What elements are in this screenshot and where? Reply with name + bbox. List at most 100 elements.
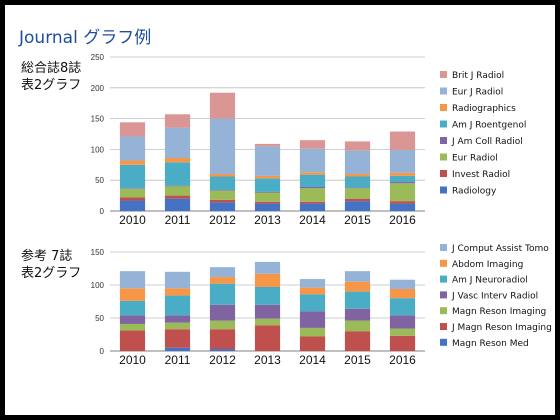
chart1-legend-swatch (440, 170, 447, 177)
chart2-bar-segment (299, 327, 326, 337)
chart2-x-category-label: 2012 (209, 353, 236, 367)
chart2-legend-swatch (440, 244, 447, 251)
chart1-legend-label: Brit J Radiol (452, 71, 504, 81)
chart2-bar-segment (119, 271, 146, 289)
chart1-bar-segment (299, 188, 326, 202)
chart1-bar-segment (344, 176, 371, 188)
chart1-bar-segment (299, 201, 326, 204)
chart1-x-category-label: 2010 (119, 213, 146, 227)
chart1-side-label-line2: 表2グラフ (21, 78, 82, 93)
chart1-bar-segment (209, 190, 236, 191)
chart1-bar-segment (209, 199, 236, 203)
chart1-bar-segment (389, 203, 416, 211)
chart1-bar-segment (254, 201, 281, 204)
chart1-legend-label: Am J Roentgenol (452, 121, 526, 131)
chart1-bar-segment (254, 191, 281, 193)
chart2-legend-label: Magn Reson Imaging (452, 307, 546, 317)
chart1-legend-label: Eur Radiol (452, 154, 498, 164)
chart1-bar-segment (344, 150, 371, 175)
chart1-bar-segment (209, 118, 236, 175)
chart2-y-tick-label: 0 (100, 347, 105, 356)
chart1-bar-segment (389, 150, 416, 173)
chart2-legend-label: Magn Reson Med (452, 339, 529, 349)
chart2-x-category-label: 2011 (165, 353, 191, 367)
chart1-bar-segment (209, 202, 236, 211)
chart2-bar-segment (344, 271, 371, 282)
chart2-y-tick-label: 150 (91, 248, 105, 257)
chart2-legend-label: J Comput Assist Tomo (451, 244, 549, 254)
chart2-bar-segment (164, 295, 191, 316)
chart2-bar-segment (209, 329, 236, 350)
chart1-bar-segment (254, 203, 281, 211)
chart1-bar-segment (344, 174, 371, 177)
chart1-bar-segment (299, 148, 326, 173)
chart1-bar-segment (389, 201, 416, 204)
chart2-legend-swatch (440, 338, 447, 346)
chart2-bar-segment (119, 315, 146, 324)
chart2-bar-segment (254, 304, 281, 319)
chart1-x-category-label: 2013 (254, 213, 281, 227)
chart1-y-tick-label: 250 (91, 53, 105, 62)
chart2-side-label: 参考 7誌 表2グラフ (21, 248, 81, 282)
chart1-legend-label: J Am Coll Radiol (451, 137, 523, 147)
chart2-legend-swatch (440, 291, 447, 299)
chart2-bar-segment (389, 298, 416, 316)
chart1-bar-segment (344, 198, 371, 202)
chart1-bar-segment (164, 185, 191, 187)
chart1-bar-segment (389, 172, 416, 176)
chart1-legend-swatch (440, 87, 447, 95)
chart2-bar-segment (254, 318, 281, 326)
chart1-bar-segment (389, 182, 416, 184)
chart1-bar-segment (119, 122, 146, 137)
chart1-bar-segment (254, 146, 281, 176)
chart2-side-label-line1: 参考 7誌 (21, 249, 73, 264)
chart2-bar-segment (209, 349, 236, 351)
chart1-bar-segment (209, 174, 236, 177)
chart2-legend-label: Am J Neuroradiol (452, 276, 528, 286)
page-title: Journal グラフ例 (19, 28, 152, 48)
chart1-legend-swatch (440, 71, 447, 78)
chart1-bar-segment (254, 192, 281, 202)
chart1-bar-segment (299, 186, 326, 189)
chart1-bar-segment (209, 190, 236, 200)
chart2-legend-label: J Vasc Interv Radiol (451, 291, 538, 301)
chart2-bar-segment (164, 315, 191, 323)
chart2-bar-segment (389, 328, 416, 336)
chart2-y-tick-label: 50 (95, 314, 104, 323)
chart1-x-category-label: 2016 (389, 213, 416, 227)
chart2-x-category-label: 2010 (119, 353, 146, 367)
chart1-bar-segment (344, 201, 371, 211)
chart1-x-category-label: 2014 (299, 213, 326, 227)
chart2-bar-segment (164, 347, 191, 351)
chart1-legend-swatch (440, 153, 447, 161)
chart2-bar-segment (119, 300, 146, 316)
chart2-legend-label: Abdom Imaging (452, 260, 523, 270)
chart1-bar-segment (164, 162, 191, 186)
chart1-bar-segment (254, 178, 281, 192)
chart1-bar-segment (164, 195, 191, 199)
chart2-bar-segment (254, 286, 281, 305)
chart2-bar-segment (164, 271, 191, 289)
chart1-bar-segment (254, 175, 281, 179)
chart2-bar-segment (299, 336, 326, 351)
chart2-x-category-label: 2013 (254, 353, 281, 367)
chart2-bar-segment (119, 323, 146, 331)
chart2-side-label-line2: 表2グラフ (21, 266, 82, 281)
chart1-legend-label: Eur J Radiol (452, 88, 503, 98)
chart1-y-tick-label: 50 (95, 176, 104, 185)
chart1-x-category-label: 2015 (344, 213, 371, 227)
chart2-bar-segment (389, 335, 416, 351)
chart2-bar-segment (344, 320, 371, 332)
chart1-bar-segment (164, 127, 191, 159)
chart2-bar-segment (344, 331, 371, 351)
chart2-legend-swatch (440, 307, 447, 315)
chart2-bar-segment (389, 279, 416, 289)
chart1-bar-segment (299, 174, 326, 187)
chart2-bar-segment (344, 291, 371, 309)
chart1-legend-swatch (440, 137, 447, 144)
chart2-bar-segment (209, 320, 236, 330)
chart2-legend-swatch (440, 275, 447, 283)
chart2-bar-segment (209, 267, 236, 278)
chart2-legend-swatch (440, 259, 447, 267)
chart1-bar-segment (254, 143, 281, 147)
